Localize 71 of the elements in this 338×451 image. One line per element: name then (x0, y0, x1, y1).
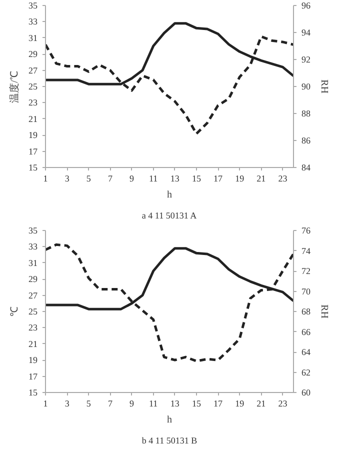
y-tick-label: 33 (28, 242, 38, 252)
x-axis-title: h (167, 190, 172, 200)
y-tick-label: 15 (28, 162, 38, 172)
x-tick-label: 9 (130, 174, 135, 184)
x-tick-label: 13 (170, 174, 180, 184)
y-tick-label: 27 (28, 65, 38, 76)
y2-tick-label: 62 (302, 367, 310, 378)
y-tick-label: 17 (28, 371, 38, 382)
y2-tick-label: 60 (302, 388, 311, 398)
y-axis-title: ℃ (10, 306, 20, 316)
y2-tick-label: 96 (302, 0, 311, 10)
x-tick-label: 11 (148, 398, 158, 408)
x-axis-title: h (167, 414, 172, 426)
y2-tick-label: 90 (302, 82, 311, 92)
y-tick-label: 31 (28, 258, 38, 268)
y2-tick-label: 76 (302, 226, 311, 236)
x-tick-label: 1 (43, 398, 48, 408)
y-tick-label: 35 (28, 0, 38, 10)
y2-tick-label: 66 (302, 326, 311, 337)
x-tick-label: 13 (170, 398, 180, 408)
y2-tick-label: 64 (302, 347, 311, 357)
line-series (46, 243, 294, 362)
x-tick-label: 15 (192, 398, 202, 408)
y-tick-label: 23 (28, 98, 38, 108)
x-tick-label: 5 (86, 398, 92, 408)
y-tick-label: 25 (28, 306, 38, 316)
x-tick-label: 9 (130, 398, 135, 408)
x-tick-label: 21 (256, 174, 266, 184)
y2-tick-label: 70 (302, 286, 311, 296)
y-tick-label: 27 (28, 290, 38, 300)
x-tick-label: 15 (192, 174, 202, 184)
y-tick-label: 19 (28, 355, 38, 366)
text: a 4 11 50131 A (142, 210, 198, 220)
x-tick-label: 17 (214, 398, 224, 408)
x-tick-label: 7 (108, 398, 113, 408)
x-tick-label: 1 (43, 174, 48, 184)
y2-tick-label: 94 (302, 28, 311, 38)
y-tick-label: 33 (28, 16, 38, 27)
y2-axis-title: RH (318, 304, 330, 318)
x-tick-label: 23 (278, 174, 288, 184)
y-tick-label: 23 (28, 322, 38, 333)
y2-tick-label: 72 (302, 266, 310, 276)
y2-tick-label: 86 (302, 136, 311, 146)
x-tick-label: 17 (214, 174, 224, 184)
y-tick-label: 29 (28, 274, 38, 284)
x-tick-label: 3 (64, 174, 70, 184)
y2-tick-label: 92 (302, 54, 310, 64)
x-tick-label: 5 (86, 174, 92, 184)
y2-tick-label: 88 (302, 108, 311, 118)
y-tick-label: 15 (28, 388, 38, 398)
y-tick-label: 31 (28, 32, 38, 43)
y2-axis-title: RH (318, 80, 330, 94)
y-tick-label: 17 (28, 146, 38, 156)
y-tick-label: 21 (28, 338, 38, 349)
y-axis-title: 温度/℃ (8, 71, 20, 103)
x-tick-label: 21 (256, 398, 266, 408)
y-tick-label: 21 (28, 114, 38, 124)
x-tick-label: 19 (235, 174, 245, 184)
y-tick-label: 35 (28, 226, 38, 236)
x-tick-label: 3 (64, 398, 70, 408)
x-tick-label: 11 (148, 174, 158, 184)
y-tick-label: 29 (28, 49, 38, 60)
y2-tick-label: 74 (302, 246, 311, 256)
y2-tick-label: 68 (302, 306, 311, 316)
x-tick-label: 19 (235, 398, 245, 408)
text: b 4 11 50131 B (142, 436, 198, 446)
y-tick-label: 25 (28, 82, 38, 92)
y-tick-label: 19 (28, 130, 38, 140)
x-tick-label: 7 (108, 174, 113, 184)
x-tick-label: 23 (278, 398, 288, 408)
y2-tick-label: 84 (302, 162, 311, 172)
